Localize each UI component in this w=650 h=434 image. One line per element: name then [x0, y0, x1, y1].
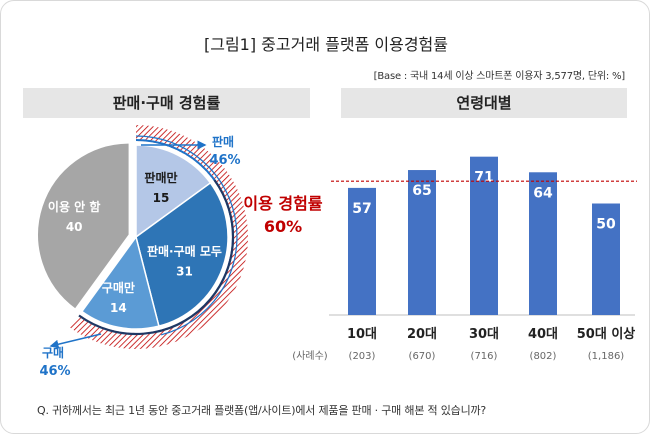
bar-category-label: 30대 — [469, 327, 499, 342]
bar — [470, 156, 498, 315]
bar-value-label: 50 — [596, 217, 616, 233]
buy-callout-value: 46% — [39, 364, 70, 379]
usage-rate-value: 60% — [264, 217, 302, 236]
bar-category-label: 20대 — [407, 327, 437, 342]
bar-category-label: 50대 이상 — [577, 326, 636, 342]
pie-chart: 판매만 15 판매·구매 모두 31 구매만 14 이용 안 함 40 판매 46% 구매 46% 이용… — [36, 125, 323, 379]
bar-category-label: 10대 — [347, 327, 377, 342]
usage-hatch-band — [70, 125, 249, 350]
survey-question: Q. 귀하께서는 최근 1년 동안 중고거래 플랫폼(앱/사이트)에서 제품을 … — [37, 404, 487, 417]
base-note: [Base : 국내 14세 이상 스마트폰 이용자 3,577명, 단위: %… — [373, 71, 626, 82]
sample-size-caption: (사례수) — [292, 350, 328, 362]
bar — [348, 187, 376, 315]
bar-value-label: 64 — [533, 185, 553, 201]
usage-rate-label: 이용 경험률 — [243, 194, 322, 213]
sell-callout-label: 판매 — [212, 134, 234, 149]
pie-panel-header: 판매·구매 경험률 — [23, 88, 310, 118]
bar-sample-size: (802) — [530, 351, 557, 362]
bar-sample-size: (716) — [471, 351, 498, 362]
pie-slice — [135, 144, 212, 239]
pie-slice-label: 구매만 — [102, 280, 135, 295]
bar-value-label: 57 — [352, 201, 371, 217]
buy-callout-label: 구매 — [42, 345, 64, 360]
bar-sample-size: (1,186) — [588, 351, 625, 362]
bar — [408, 170, 436, 315]
bar-panel-header: 연령대별 — [341, 88, 627, 118]
pie-slice-value: 40 — [66, 220, 83, 234]
pie-slice-value: 15 — [153, 191, 170, 205]
pie-slice-value: 31 — [176, 264, 193, 278]
pie-slice-label: 판매·구매 모두 — [147, 243, 222, 258]
buy-outline-arc — [78, 179, 235, 336]
pie-slice-label: 이용 안 함 — [48, 199, 101, 214]
bar-sample-size: (203) — [349, 351, 376, 362]
bar — [592, 203, 620, 315]
bar-sample-size: (670) — [409, 351, 436, 362]
bar-chart: 57 10대 (203) 65 20대 (670) 71 30대 (716) 64 40대 (802)… — [292, 156, 637, 362]
sell-callout-value: 46% — [209, 153, 240, 168]
bar-value-label: 65 — [412, 183, 431, 199]
figure-title: [그림1] 중고거래 플랫폼 이용경험률 — [203, 35, 448, 54]
pie-slice-label: 판매만 — [144, 170, 177, 185]
bar-value-label: 71 — [474, 170, 493, 186]
buy-callout-arrow — [49, 333, 102, 349]
pie-slice — [36, 142, 131, 311]
pie-slice — [135, 181, 229, 328]
pie-slice-value: 14 — [110, 301, 127, 315]
bar — [529, 172, 557, 315]
bar-category-label: 40대 — [528, 327, 558, 342]
pie-slice — [80, 235, 160, 330]
